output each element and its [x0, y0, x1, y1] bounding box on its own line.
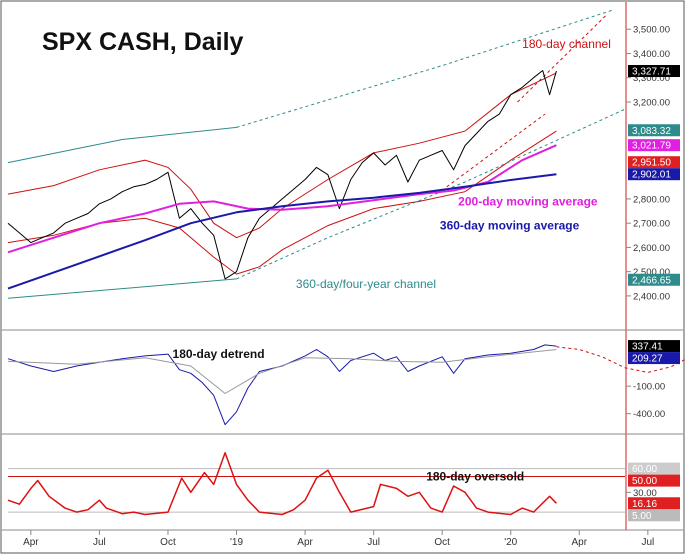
180-day-detrend-value-tag-label: 209.27 [632, 354, 663, 365]
price-value-tag-label: 2,902.01 [632, 170, 671, 181]
price-y-tick-label: 2,700.00 [633, 219, 670, 230]
180-day-oversold-value-tag-box [628, 462, 680, 475]
180-day-detrend-value-tag-box [628, 352, 680, 365]
price-value-tag-box [628, 139, 680, 152]
price-360-day-channel-lower-projection [236, 108, 626, 280]
180-day-detrend-y-tick-label: -100.00 [633, 382, 665, 393]
price-value-tag-box [628, 124, 680, 137]
price-value-tag: 2,951.50 [628, 156, 680, 169]
price-spx-close-line [7, 70, 557, 280]
price-value-tag: 2,466.65 [628, 273, 680, 286]
180-day-detrend-y-tick-label: -400.00 [633, 409, 665, 420]
180-day-oversold-value-tag-label: 16.16 [632, 499, 657, 510]
180-day-detrend-value-tag-box [628, 340, 680, 353]
price-value-tag-label: 2,951.50 [632, 158, 671, 169]
x-tick-label: Jul [93, 537, 106, 548]
price-value-tag-label: 3,083.32 [632, 126, 671, 137]
price-y-tick-label: 2,500.00 [633, 267, 670, 278]
price-value-tag-label: 3,327.71 [632, 67, 671, 78]
180-day-oversold-y-tick-label: 30.00 [633, 488, 657, 499]
180-day-oversold-annotation-180-day-oversold: 180-day oversold [426, 470, 524, 484]
x-tick-label: '19 [230, 537, 243, 548]
price-y-tick-label: 3,200.00 [633, 97, 670, 108]
x-tick-label: Apr [572, 537, 588, 548]
180-day-detrend-detrend-line [7, 344, 557, 426]
180-day-detrend-detrend-projection [556, 346, 685, 373]
grid-layer [8, 468, 625, 513]
180-day-oversold-value-tag-box [628, 474, 680, 487]
value-tag-layer: 3,327.71 3,083.32 3,021.79 2,951.502,902.01… [628, 65, 680, 522]
180-day-oversold-value-tag-label: 5.00 [632, 511, 652, 522]
180-day-oversold-value-tag-box [628, 497, 680, 510]
price-180-day-channel-lower [7, 130, 557, 275]
annotation-layer: 180-day channel 200-day moving average 360… [173, 37, 611, 484]
180-day-oversold-oscillator-line [7, 452, 557, 516]
price-value-tag-label: 3,021.79 [632, 141, 671, 152]
price-180-day-channel-upper-projection [517, 14, 608, 103]
180-day-detrend-value-tag-label: 337.41 [632, 342, 663, 353]
x-tick-label: Jul [641, 537, 654, 548]
price-value-tag-label: 2,466.65 [632, 275, 671, 286]
price-annotation-360-day-four-year-channel: 360-day/four-year channel [296, 277, 436, 291]
price-value-tag: 3,327.71 [628, 65, 680, 78]
price-360-day-moving-average-line [7, 173, 557, 290]
price-y-tick-label: 2,600.00 [633, 243, 670, 254]
x-tick-label: Oct [434, 537, 450, 548]
price-y-tick-label: 3,400.00 [633, 49, 670, 60]
price-annotation-200-day-moving-average: 200-day moving average [458, 194, 598, 208]
price-y-tick-label: 2,800.00 [633, 194, 670, 205]
price-annotation-360-day-moving-average: 360-day moving average [440, 219, 580, 233]
180-day-detrend-value-tag: 337.41 [628, 340, 680, 353]
price-value-tag-box [628, 156, 680, 169]
180-day-detrend-annotation-180-day-detrend: 180-day detrend [173, 347, 265, 361]
180-day-oversold-value-tag: 60.00 [628, 462, 680, 475]
180-day-oversold-value-tag-label: 50.00 [632, 476, 657, 487]
price-value-tag-box [628, 168, 680, 181]
180-day-detrend-detrend-smooth-line [7, 349, 557, 394]
180-day-oversold-value-tag: 50.00 [628, 474, 680, 487]
price-annotation-180-day-channel: 180-day channel [522, 37, 611, 51]
price-y-tick-label: 3,500.00 [633, 25, 670, 36]
price-360-day-channel-lower [7, 278, 237, 299]
x-tick-label: Apr [23, 537, 39, 548]
chart-title: SPX CASH, Daily [42, 28, 244, 56]
180-day-detrend-value-tag: 209.27 [628, 352, 680, 365]
x-tick-label: Oct [160, 537, 176, 548]
series-layer [7, 70, 557, 516]
x-tick-label: '20 [504, 537, 517, 548]
price-value-tag: 3,021.79 [628, 139, 680, 152]
price-value-tag-box [628, 273, 680, 286]
180-day-oversold-value-tag: 5.00 [628, 509, 680, 522]
price-180-day-channel-lower-projection [446, 113, 546, 188]
180-day-oversold-value-tag-box [628, 509, 680, 522]
channel-layer [7, 9, 685, 373]
x-tick-label: Apr [297, 537, 313, 548]
price-y-tick-label: 2,400.00 [633, 291, 670, 302]
price-value-tag: 3,083.32 [628, 124, 680, 137]
x-tick-label: Jul [367, 537, 380, 548]
price-y-tick-label: 3,300.00 [633, 73, 670, 84]
180-day-oversold-value-tag-label: 60.00 [632, 464, 657, 475]
price-value-tag-box [628, 65, 680, 78]
price-360-day-channel-upper [7, 126, 237, 164]
price-180-day-channel-upper [7, 72, 557, 239]
180-day-oversold-value-tag: 16.16 [628, 497, 680, 510]
price-value-tag: 2,902.01 [628, 168, 680, 181]
